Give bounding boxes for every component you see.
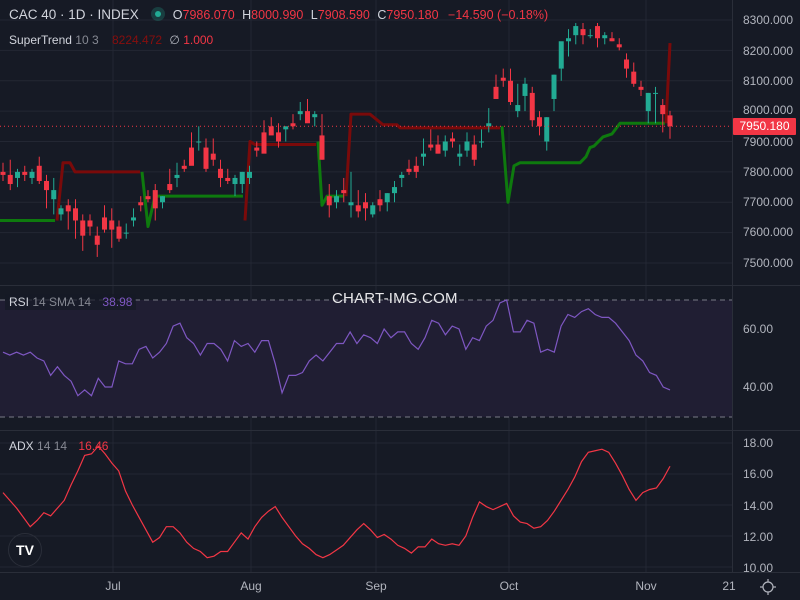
rsi-line [2, 299, 671, 397]
last-price-label: 7950.180 [733, 118, 796, 135]
price-change: −14.590 (−0.18%) [448, 8, 549, 22]
rsi-params: 14 SMA 14 [32, 295, 92, 309]
time-tick-21: 21 [722, 579, 736, 593]
low-value: 7908.590 [317, 8, 370, 22]
time-tick-aug: Aug [240, 579, 262, 593]
low-label: L [310, 8, 318, 22]
adx-legend[interactable]: ADX 14 14 16.46 [9, 439, 108, 453]
adx-tick: 10.00 [743, 561, 774, 575]
price-tick: 7800.000 [743, 165, 794, 179]
adx-tick: 12.00 [743, 530, 774, 544]
time-tick-sep: Sep [365, 579, 387, 593]
supertrend-legend[interactable]: SuperTrend 10 3 8224.472 ∅ 1.000 [9, 33, 213, 47]
price-tick: 8300.000 [743, 13, 794, 27]
watermark: CHART-IMG.COM [332, 290, 458, 307]
adx-tick: 14.00 [743, 499, 774, 513]
price-tick: 7600.000 [743, 225, 794, 239]
rsi-legend[interactable]: RSI 14 SMA 14 38.98 [5, 294, 137, 310]
empty-set-icon: ∅ [169, 33, 180, 47]
rsi-band-background [0, 300, 732, 417]
high-label: H [242, 8, 252, 22]
rsi-tick: 60.00 [743, 322, 774, 336]
symbol-legend: CAC 40 · 1D · INDEX O7986.070 H8000.990 L… [9, 7, 548, 22]
high-value: 8000.990 [251, 8, 304, 22]
price-tick: 8200.000 [743, 44, 794, 58]
tradingview-logo-icon[interactable]: TV [8, 533, 42, 567]
rsi-tick: 40.00 [743, 380, 774, 394]
price-tick: 7900.000 [743, 135, 794, 149]
adx-line [2, 445, 671, 559]
market-status-icon [150, 7, 165, 21]
time-tick-nov: Nov [635, 579, 657, 593]
open-label: O [172, 8, 183, 22]
close-label: C [377, 8, 387, 22]
adx-value: 16.46 [78, 439, 109, 453]
adx-tick: 16.00 [743, 467, 774, 481]
settings-gear-icon[interactable] [759, 578, 777, 596]
open-value: 7986.070 [182, 8, 235, 22]
supertrend-name: SuperTrend [9, 33, 72, 47]
rsi-name: RSI [9, 295, 30, 309]
candlestick-series [0, 23, 673, 257]
price-tick: 7500.000 [743, 256, 794, 270]
adx-tick: 18.00 [743, 436, 774, 450]
supertrend-factor: 1.000 [183, 33, 214, 47]
supertrend-params: 10 3 [75, 33, 99, 47]
supertrend-value: 8224.472 [111, 33, 163, 47]
price-tick: 8100.000 [743, 74, 794, 88]
adx-params: 14 14 [37, 439, 68, 453]
rsi-value: 38.98 [102, 295, 133, 309]
close-value: 7950.180 [386, 8, 439, 22]
time-tick-jul: Jul [105, 579, 121, 593]
time-tick-oct: Oct [499, 579, 519, 593]
price-tick: 7700.000 [743, 195, 794, 209]
price-tick: 8000.000 [743, 103, 794, 117]
adx-name: ADX [9, 439, 34, 453]
symbol-title[interactable]: CAC 40 · 1D · INDEX [9, 7, 139, 22]
